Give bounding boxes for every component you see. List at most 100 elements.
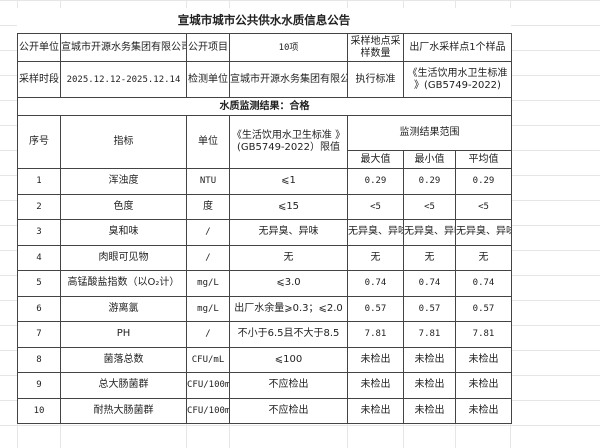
cell-no[interactable]: 7 <box>17 321 61 348</box>
publisher-value[interactable]: 宣城市开源水务集团有限公司 <box>60 33 187 62</box>
lab-label: 检测单位 <box>186 61 230 98</box>
cell-indicator[interactable]: 高锰酸盐指数（以O₂计） <box>60 270 187 297</box>
cell-indicator[interactable]: 浑浊度 <box>60 168 187 195</box>
cell-limit[interactable]: ⩽1 <box>229 168 348 195</box>
cell-limit[interactable]: 无 <box>229 244 348 271</box>
cell-min[interactable]: <5 <box>403 193 456 220</box>
header-indicator: 指标 <box>60 115 187 169</box>
cell-min[interactable]: 未检出 <box>403 372 456 399</box>
standard-label: 执行标准 <box>347 61 404 98</box>
period-value[interactable]: 2025.12.12-2025.12.14 <box>60 61 187 98</box>
cell-limit[interactable]: ⩽15 <box>229 193 348 220</box>
cell-no[interactable]: 4 <box>17 244 61 271</box>
cell-unit[interactable]: mg/L <box>186 295 230 322</box>
sampling-value[interactable]: 出厂水采样点1个样品 <box>403 33 512 62</box>
cell-no[interactable]: 6 <box>17 295 61 322</box>
standard-value[interactable]: 《生活饮用水卫生标准 》(GB5749-2022) <box>403 61 512 98</box>
cell-min[interactable]: 无 <box>403 244 456 271</box>
header-avg: 平均值 <box>455 150 512 169</box>
cell-indicator[interactable]: 肉眼可见物 <box>60 244 187 271</box>
cell-unit[interactable]: 度 <box>186 193 230 220</box>
header-range: 监测结果范围 <box>347 115 512 151</box>
cell-limit[interactable]: 无异臭、异味 <box>229 219 348 246</box>
period-label: 采样时段 <box>17 61 61 98</box>
cell-avg[interactable]: 0.74 <box>455 270 512 297</box>
header-unit: 单位 <box>186 115 230 169</box>
cell-no[interactable]: 10 <box>17 397 61 424</box>
cell-indicator[interactable]: 耐热大肠菌群 <box>60 397 187 424</box>
table-row: 7 PH / 不小于6.5且不大于8.5 7.81 7.81 7.81 <box>17 321 512 348</box>
result-banner: 水质监测结果：合格 <box>17 97 512 116</box>
cell-max[interactable]: 0.57 <box>347 295 404 322</box>
cell-no[interactable]: 1 <box>17 168 61 195</box>
cell-limit[interactable]: 不应检出 <box>229 397 348 424</box>
cell-indicator[interactable]: 色度 <box>60 193 187 220</box>
cell-unit[interactable]: mg/L <box>186 270 230 297</box>
cell-avg[interactable]: 0.57 <box>455 295 512 322</box>
cell-avg[interactable]: 未检出 <box>455 397 512 424</box>
cell-limit[interactable]: 出厂水余量⩾0.3；⩽2.0 <box>229 295 348 322</box>
cell-no[interactable]: 9 <box>17 372 61 399</box>
cell-unit[interactable]: CFU/100mL <box>186 372 230 399</box>
cell-avg[interactable]: 0.29 <box>455 168 512 195</box>
cell-avg[interactable]: 未检出 <box>455 346 512 373</box>
cell-max[interactable]: 0.29 <box>347 168 404 195</box>
cell-no[interactable]: 8 <box>17 346 61 373</box>
table-row: 2 色度度 ⩽15 <5 <5 <5 <box>17 193 512 220</box>
cell-avg[interactable]: 未检出 <box>455 372 512 399</box>
cell-no[interactable]: 3 <box>17 219 61 246</box>
items-value[interactable]: 10项 <box>229 33 348 62</box>
cell-unit[interactable]: CFU/mL <box>186 346 230 373</box>
info-row: 采样时段 2025.12.12-2025.12.14 检测单位 宣城市开源水务集… <box>17 61 512 98</box>
cell-limit[interactable]: ⩽3.0 <box>229 270 348 297</box>
cell-avg[interactable]: <5 <box>455 193 512 220</box>
cell-limit[interactable]: 不应检出 <box>229 372 348 399</box>
header-limit: 《生活饮用水卫生标准 》(GB5749-2022）限值 <box>229 115 348 169</box>
notice-sheet: 宣城市城市公共供水水质信息公告 公开单位 宣城市开源水务集团有限公司 公开项目 … <box>17 8 512 424</box>
cell-unit[interactable]: NTU <box>186 168 230 195</box>
cell-min[interactable]: 未检出 <box>403 397 456 424</box>
cell-max[interactable]: <5 <box>347 193 404 220</box>
lab-value[interactable]: 宣城市开源水务集团有限公司 <box>229 61 348 98</box>
info-row: 公开单位 宣城市开源水务集团有限公司 公开项目 10项 采样地点采样数量 出厂水… <box>17 33 512 62</box>
cell-indicator[interactable]: PH <box>60 321 187 348</box>
cell-max[interactable]: 7.81 <box>347 321 404 348</box>
header-row: 序号 指标 单位 《生活饮用水卫生标准 》(GB5749-2022）限值 监测结… <box>17 115 512 169</box>
water-quality-table: 公开单位 宣城市开源水务集团有限公司 公开项目 10项 采样地点采样数量 出厂水… <box>17 33 512 424</box>
cell-indicator[interactable]: 菌落总数 <box>60 346 187 373</box>
cell-min[interactable]: 0.29 <box>403 168 456 195</box>
cell-min[interactable]: 0.74 <box>403 270 456 297</box>
cell-indicator[interactable]: 臭和味 <box>60 219 187 246</box>
cell-unit[interactable]: / <box>186 219 230 246</box>
cell-unit[interactable]: / <box>186 321 230 348</box>
publisher-label: 公开单位 <box>17 33 61 62</box>
cell-max[interactable]: 无异臭、异味 <box>347 219 404 246</box>
header-no: 序号 <box>17 115 61 169</box>
table-row: 4 肉眼可见物 / 无无无无 <box>17 244 512 271</box>
cell-min[interactable]: 无异臭、异味 <box>403 219 456 246</box>
cell-unit[interactable]: CFU/100mL <box>186 397 230 424</box>
cell-unit[interactable]: / <box>186 244 230 271</box>
cell-min[interactable]: 7.81 <box>403 321 456 348</box>
cell-max[interactable]: 未检出 <box>347 397 404 424</box>
cell-limit[interactable]: 不小于6.5且不大于8.5 <box>229 321 348 348</box>
cell-no[interactable]: 2 <box>17 193 61 220</box>
cell-avg[interactable]: 无异臭、异味 <box>455 219 512 246</box>
cell-max[interactable]: 0.74 <box>347 270 404 297</box>
cell-max[interactable]: 未检出 <box>347 346 404 373</box>
cell-avg[interactable]: 无 <box>455 244 512 271</box>
cell-limit[interactable]: ⩽100 <box>229 346 348 373</box>
header-min: 最小值 <box>403 150 456 169</box>
cell-max[interactable]: 未检出 <box>347 372 404 399</box>
cell-no[interactable]: 5 <box>17 270 61 297</box>
cell-indicator[interactable]: 总大肠菌群 <box>60 372 187 399</box>
sampling-label: 采样地点采样数量 <box>347 33 404 62</box>
cell-min[interactable]: 0.57 <box>403 295 456 322</box>
cell-indicator[interactable]: 游离氯 <box>60 295 187 322</box>
cell-max[interactable]: 无 <box>347 244 404 271</box>
cell-avg[interactable]: 7.81 <box>455 321 512 348</box>
cell-min[interactable]: 未检出 <box>403 346 456 373</box>
